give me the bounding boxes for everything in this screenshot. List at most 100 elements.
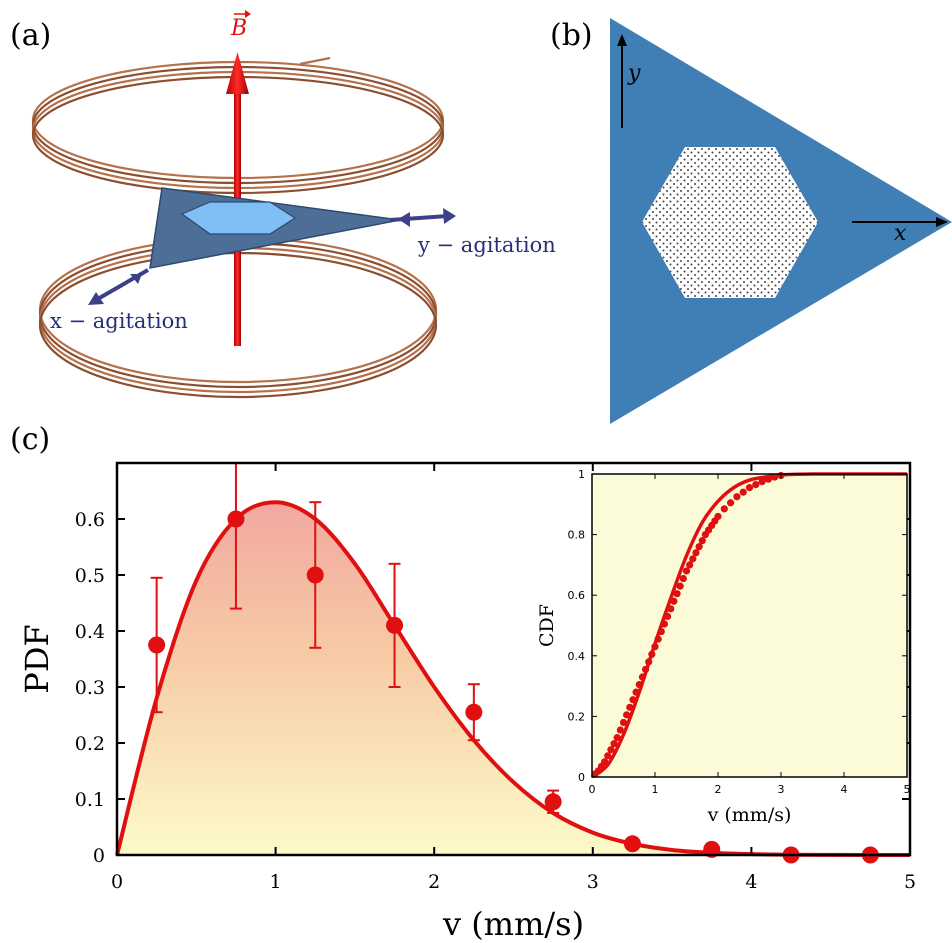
coil-lead [299,56,331,66]
cdf-point [764,475,773,483]
cdf-point [610,740,618,748]
cdf-point [698,537,706,545]
cdf-point [689,555,697,563]
cdf-point [670,597,678,605]
panel-b-label: (b) [550,18,593,53]
data-point [703,840,721,858]
data-point [227,510,245,528]
y-tick-label: 0.5 [75,565,105,587]
field-arrow-head [226,52,249,94]
inset-y-tick-label: 0 [578,771,585,784]
x-tick-label: 4 [745,871,757,893]
inset-x-tick-label: 0 [589,783,596,796]
x-agitation-label: x − agitation [50,309,188,333]
cdf-point [626,703,634,711]
cdf-point [720,505,728,513]
data-point [386,616,404,634]
cdf-point [692,549,700,557]
x-tick-label: 0 [111,871,123,893]
inset-y-tick-label: 1 [578,468,585,481]
x-agitation-arrow [88,268,149,305]
cdf-point [657,627,665,636]
plot-frame [115,461,912,857]
inset-y-tick-label: 0.8 [568,529,586,542]
y-tick-label: 0.6 [75,509,105,531]
y-tick-label: 0.2 [75,733,105,755]
inset-x-tick-label: 4 [841,783,848,796]
cdf-point [771,473,779,481]
inset-background [592,474,907,777]
cdf-point [629,696,637,704]
main-plot: 0 1 2 3 4 5 0 0.1 0.2 0.3 0.4 0.5 0.6 v (mm/s) PDF [18,461,916,943]
y-tick-label: 0.3 [75,677,105,699]
cdf-point [745,484,754,492]
inset-x-tick-label: 5 [904,783,911,796]
y-tick-label: 0.1 [75,789,105,811]
inset-x-axis-label: v (mm/s) [707,804,792,826]
cdf-point [673,590,681,598]
panel-c-label: (c) [10,422,51,457]
x-axis-label: v (mm/s) [442,905,584,943]
x-tick-label: 5 [904,871,916,893]
cdf-point [601,758,609,766]
cdf-point [635,680,643,689]
cdf-point [664,612,672,621]
hexagonal-cell [180,201,297,235]
particle-dots [642,147,818,298]
inset-y-tick-label: 0.2 [568,710,586,723]
cdf-point [616,726,624,734]
data-point [306,566,324,584]
x-axis-label: x [894,221,907,246]
cdf-point [714,512,722,521]
x-tick-label: 3 [587,871,599,893]
inset-y-axis-label: CDF [536,604,558,647]
cdf-point [682,567,691,575]
y-agitation-label: y − agitation [417,233,556,257]
cdf-point [607,746,615,754]
panel-a-label: (a) [10,18,52,53]
data-point [544,793,562,811]
data-point [465,703,483,721]
cdf-point [638,673,647,681]
y-axis-label: y [627,61,641,86]
field-label: B [230,16,247,41]
inset-x-tick-label: 1 [652,783,659,796]
cdf-point [752,481,760,489]
panel-a-schematic: B y − agitation x − agitation [31,10,556,399]
y-tick-label: 0.4 [75,621,105,643]
cdf-point [645,658,653,666]
cdf-point [651,643,659,651]
y-tick-label: 0 [93,845,105,867]
cdf-point [733,493,741,501]
cdf-point [619,718,628,727]
y-agitation-arrow [389,208,456,227]
inset-y-tick-label: 0.6 [568,589,586,602]
cdf-point [695,543,703,551]
cdf-point [654,635,662,643]
cdf-point [758,477,766,486]
cdf-point [632,688,640,696]
inset-x-tick-label: 2 [715,783,722,796]
inset-frame [591,473,908,778]
cdf-point [648,650,656,658]
cdf-point [727,499,735,507]
y-axis-label: PDF [18,624,56,693]
data-point [148,636,166,654]
data-point [623,835,641,853]
cdf-point [679,574,687,583]
panel-b-schematic: y x [610,18,952,424]
cdf-point [623,711,631,719]
cdf-point [686,561,694,569]
x-tick-label: 1 [270,871,282,893]
inset-x-tick-label: 3 [778,783,785,796]
cdf-point [739,488,747,496]
cdf-point [667,605,675,613]
cdf-point [604,752,612,760]
inset-plot: 0 1 2 3 4 5 0 0.2 0.4 0.6 0.8 1 v (mm/s) CDF [536,468,911,826]
cdf-point [613,734,621,742]
cdf-point [660,620,669,628]
inset-y-tick-label: 0.4 [568,650,586,663]
cdf-point [676,582,684,590]
cdf-point [641,665,650,674]
